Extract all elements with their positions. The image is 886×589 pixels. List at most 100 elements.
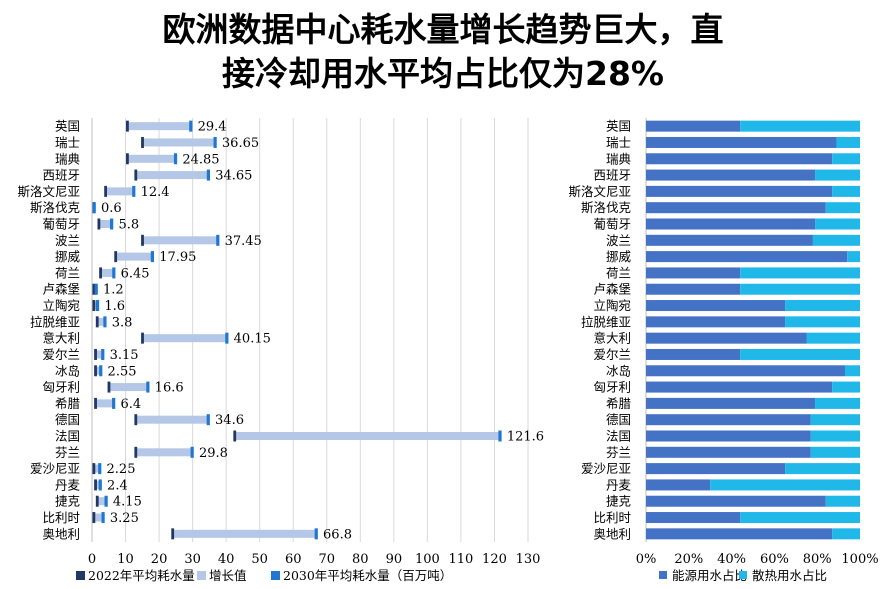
category-label: 卢森堡 <box>42 282 80 297</box>
data-label: 3.15 <box>110 348 139 363</box>
data-label: 24.85 <box>182 152 219 167</box>
x-tick-label: 10 <box>117 552 134 567</box>
growth-bar <box>127 122 191 131</box>
marker-2030 <box>314 528 318 540</box>
x-tick-label: 90 <box>386 552 403 567</box>
data-label: 4.15 <box>113 495 142 510</box>
marker-2030 <box>101 348 105 360</box>
x-tick-label: 80 <box>352 552 369 567</box>
data-label: 1.2 <box>103 283 124 298</box>
category-label: 波兰 <box>55 233 80 248</box>
marker-2022 <box>92 283 96 295</box>
x-tick-label: 0 <box>88 552 96 567</box>
marker-2030 <box>190 446 194 458</box>
category-label: 挪威 <box>55 249 81 264</box>
marker-2030 <box>225 332 229 344</box>
marker-2022 <box>134 414 138 426</box>
marker-2022 <box>92 512 96 524</box>
category-label: 西班牙 <box>42 168 80 183</box>
marker-2030 <box>112 397 116 409</box>
marker-2030 <box>104 495 108 507</box>
marker-2030 <box>206 414 210 426</box>
title-line-1: 欧洲数据中心耗水量增长趋势巨大，直 <box>162 10 724 49</box>
growth-bar <box>135 415 209 424</box>
category-label: 爱尔兰 <box>42 347 80 362</box>
category-label: 立陶宛 <box>42 298 80 313</box>
x-tick-label: 100 <box>415 552 440 567</box>
growth-bar <box>95 366 101 375</box>
marker-2022 <box>107 381 111 393</box>
marker-2030 <box>498 430 502 442</box>
data-label: 6.4 <box>120 397 141 412</box>
category-label: 芬兰 <box>55 445 80 460</box>
growth-bar <box>172 529 317 538</box>
data-label: 37.45 <box>225 234 262 249</box>
growth-bar <box>135 448 192 457</box>
marker-2030 <box>101 512 105 524</box>
data-label: 1.6 <box>104 299 125 314</box>
growth-bar <box>97 497 106 506</box>
legend-label: 增长值 <box>209 568 247 583</box>
category-label: 德国 <box>55 412 80 427</box>
data-label: 12.4 <box>141 185 170 200</box>
marker-2030 <box>98 463 102 475</box>
growth-bar <box>95 399 114 408</box>
growth-bar <box>127 154 176 163</box>
category-label: 葡萄牙 <box>42 217 80 232</box>
growth-bar <box>100 268 114 277</box>
data-label: 17.95 <box>159 250 196 265</box>
marker-2030 <box>94 283 98 295</box>
marker-2022 <box>94 365 97 377</box>
marker-2022 <box>92 463 96 475</box>
legend-swatch <box>76 571 85 580</box>
growth-bar <box>93 513 103 522</box>
marker-2022 <box>95 495 99 507</box>
marker-2022 <box>134 169 138 181</box>
x-tick-label: 130 <box>516 552 541 567</box>
data-label: 3.25 <box>110 511 139 526</box>
title-line-2: 接冷却用水平均占比仅为28% <box>222 54 664 93</box>
growth-bar <box>135 171 209 180</box>
legend-swatch <box>197 571 206 580</box>
data-label: 29.8 <box>199 446 228 461</box>
x-tick-label: 60 <box>285 552 302 567</box>
data-label: 2.25 <box>107 462 136 477</box>
marker-2030 <box>206 169 211 181</box>
data-label: 2.55 <box>108 364 137 379</box>
growth-bar <box>142 334 227 343</box>
category-label: 瑞士 <box>55 135 80 150</box>
growth-bar <box>115 252 153 261</box>
marker-2022 <box>114 251 118 263</box>
growth-bar <box>234 432 500 440</box>
x-tick-label: 40 <box>218 552 235 567</box>
marker-2030 <box>173 153 178 165</box>
data-label: 121.6 <box>507 430 544 445</box>
marker-2022 <box>92 300 96 312</box>
marker-2030 <box>146 381 150 393</box>
category-label: 匈牙利 <box>42 380 80 395</box>
chart-title: 欧洲数据中心耗水量增长趋势巨大，直 接冷却用水平均占比仅为28% <box>0 8 886 96</box>
category-label: 比利时 <box>42 510 80 525</box>
legend-label: 2022年平均耗水量 <box>88 568 195 583</box>
marker-2022 <box>141 136 144 148</box>
category-label: 英国 <box>55 119 80 134</box>
growth-bar <box>142 138 215 147</box>
growth-bar <box>93 301 98 310</box>
marker-2022 <box>94 348 97 360</box>
growth-bar <box>93 464 100 473</box>
marker-2022 <box>126 120 129 132</box>
marker-2022 <box>95 316 99 328</box>
marker-2030 <box>95 300 100 312</box>
growth-bar <box>105 187 134 196</box>
marker-2022 <box>126 153 129 165</box>
category-label: 爱沙尼亚 <box>30 461 80 476</box>
category-label: 斯洛文尼亚 <box>17 184 80 199</box>
growth-bar <box>95 350 103 359</box>
category-label: 拉脱维亚 <box>30 314 80 329</box>
legend-label: 2030年平均耗水量（百万吨） <box>283 568 452 583</box>
marker-2030 <box>110 218 114 230</box>
marker-2022 <box>141 234 144 246</box>
x-tick-label: 30 <box>184 552 201 567</box>
category-label: 捷克 <box>55 494 80 509</box>
